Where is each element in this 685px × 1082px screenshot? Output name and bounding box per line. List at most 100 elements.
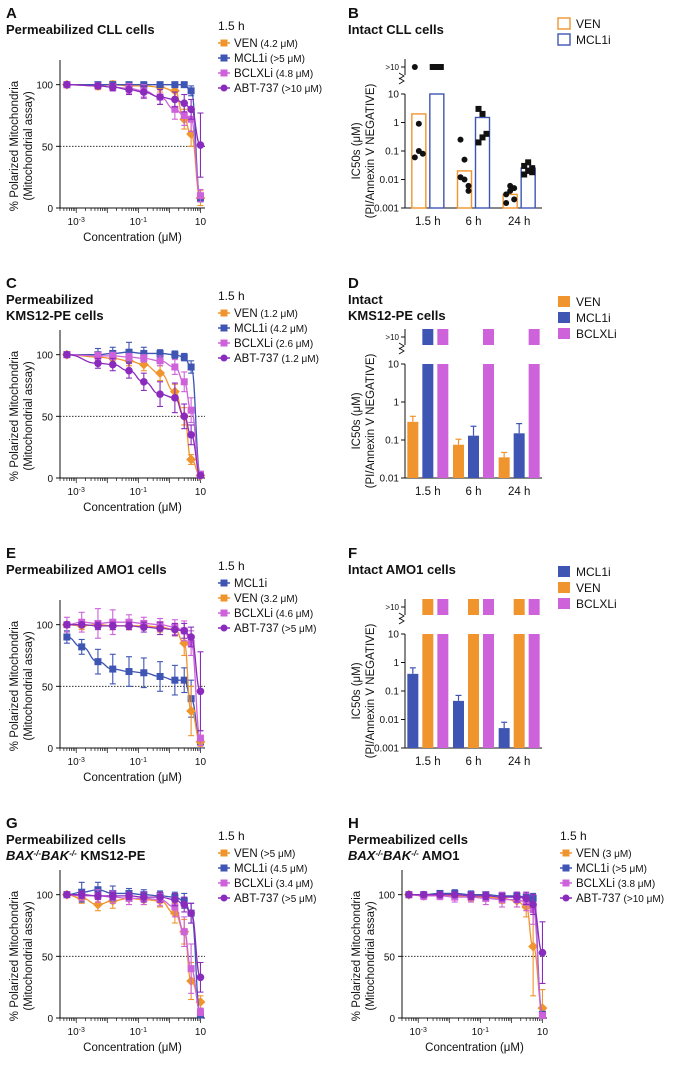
fit-curve-ven xyxy=(408,894,544,1009)
dot-ven xyxy=(457,136,464,143)
chart-title-line: Intact CLL cells xyxy=(348,22,444,37)
legend-ic50: (1.2 μM) xyxy=(279,354,319,365)
x-tick-base: 10 xyxy=(472,1027,484,1038)
data-point-abt737 xyxy=(156,93,164,101)
fit-curve-bclxli xyxy=(66,354,202,475)
data-point-abt737 xyxy=(94,82,102,90)
data-point-abt737 xyxy=(467,892,475,900)
chart-title-line: BAX-/-BAK-/- AMO1 xyxy=(348,848,459,863)
data-point-bclxli xyxy=(180,928,188,936)
dot-mcl1i xyxy=(525,159,532,166)
legend-series-name: BCLXLi xyxy=(234,608,273,620)
legend-marker xyxy=(220,84,228,92)
fit-curve-mcl1i xyxy=(66,636,202,743)
x-tick-base: 10 xyxy=(68,1027,80,1038)
series-bclxli xyxy=(405,891,546,1020)
dot-ven xyxy=(511,196,518,203)
data-point-abt737 xyxy=(140,88,148,96)
y-axis-label-line2: (PI/Annexin V NEGATIVE) xyxy=(365,624,377,759)
data-point-abt737 xyxy=(196,973,205,982)
legend-ic50: (3.2 μM) xyxy=(258,594,298,605)
legend-marker xyxy=(562,879,570,887)
bar-top-bclxli xyxy=(483,329,494,345)
y-tick-label: 0.1 xyxy=(385,687,399,698)
y-axis-label-line2: (Mitochondrial assay) xyxy=(23,901,35,1010)
data-point-abt737 xyxy=(187,431,195,439)
series-abt-737 xyxy=(63,350,205,480)
legend-label-mcl1i: MCL1i (4.5 μM) xyxy=(234,863,307,875)
data-point-mcl1i xyxy=(94,658,102,666)
bar-mcl1i xyxy=(468,435,479,478)
data-point-abt737 xyxy=(450,890,459,899)
y-tick-label: 50 xyxy=(42,412,54,423)
panel-letter: A xyxy=(6,5,17,22)
bar-top-bclxli xyxy=(437,599,449,615)
bar-top-ven xyxy=(468,599,479,615)
dot-mcl1i xyxy=(483,130,490,137)
x-tick-base: 10 xyxy=(68,757,80,768)
data-point-ven xyxy=(169,85,180,96)
y-tick-label: 0 xyxy=(47,744,53,755)
series-abt-737 xyxy=(63,80,205,178)
x-tick-exponent: -1 xyxy=(141,217,147,224)
chart-title-line: KMS12-PE cells xyxy=(348,308,446,323)
x-tick-base: 10 xyxy=(195,757,207,768)
legend-title: 1.5 h xyxy=(218,829,245,843)
y-tick-label: 0 xyxy=(47,204,53,215)
data-point-bclxli xyxy=(187,965,195,973)
legend-label-mcl1i: MCL1i (4.2 μM) xyxy=(234,323,307,335)
y-tick-label: 100 xyxy=(36,351,53,362)
legend-title: 1.5 h xyxy=(560,829,587,843)
data-point-ven xyxy=(155,368,166,379)
panel-D: D Intact KMS12-PE cells 10 1 0.1 0.01 >10 IC50s … xyxy=(342,270,685,540)
x-tick-label: 10 xyxy=(537,1027,549,1038)
bar-bclxli xyxy=(437,634,449,748)
y-axis-label-line1: IC50s (μM) xyxy=(351,662,363,719)
data-point-abt737 xyxy=(171,625,179,634)
x-tick-base: 10 xyxy=(195,487,207,498)
legend-label-mcl1i: MCL1i xyxy=(234,578,267,590)
data-point-abt737 xyxy=(63,620,71,629)
title-fragment: KMS12-PE xyxy=(77,848,146,863)
legend-series-name: MCL1i xyxy=(576,863,609,875)
y-tick-label: 50 xyxy=(384,952,396,963)
y-axis-label-line1: IC50s (μM) xyxy=(351,122,363,179)
x-tick-base: 10 xyxy=(195,1027,207,1038)
chart-title-line: BAX-/-BAK-/- KMS12-PE xyxy=(6,848,146,863)
series-mcl1i xyxy=(63,341,204,478)
legend-series-name: ABT-737 xyxy=(234,893,279,905)
x-tick-label: 10-1 xyxy=(472,1027,489,1039)
series-abt-737 xyxy=(63,890,205,993)
category-label: 24 h xyxy=(508,216,530,228)
legend-marker xyxy=(220,849,228,857)
x-tick-label: 10-1 xyxy=(130,1027,147,1039)
category-label: 1.5 h xyxy=(415,216,441,228)
panel-H: H Permeabilized cells BAX-/-BAK-/- AMO1 0 50… xyxy=(342,810,685,1077)
y-tick-label: 50 xyxy=(42,142,54,153)
axis-break xyxy=(398,342,405,355)
dot-ven xyxy=(465,182,472,189)
data-point-ven xyxy=(186,706,197,716)
bar-ven xyxy=(411,113,427,209)
data-point-abt737 xyxy=(187,105,195,114)
legend-label-mcl1i: MCL1i (>5 μM) xyxy=(576,863,647,875)
title-fragment: AMO1 xyxy=(419,848,460,863)
legend-marker xyxy=(220,354,228,362)
legend-series-name: VEN xyxy=(234,593,258,605)
legend-label-abt-737: ABT-737 (>5 μM) xyxy=(234,623,316,635)
legend-marker xyxy=(220,624,228,632)
chart-title-line: Permeabilized AMO1 cells xyxy=(6,562,167,577)
data-point-abt737 xyxy=(94,892,102,900)
bar-ven xyxy=(422,634,434,748)
fit-curve-mcl1i xyxy=(408,892,544,1015)
legend-swatch xyxy=(557,17,571,30)
x-tick-label: 10-1 xyxy=(130,757,147,769)
data-point-mcl1i xyxy=(156,672,164,680)
legend-label-abt-737: ABT-737 (>5 μM) xyxy=(234,893,316,905)
legend-ic50: (4.2 μM) xyxy=(267,324,307,335)
data-point-abt737 xyxy=(180,99,189,107)
fit-curve-abt-737 xyxy=(66,894,202,978)
legend-series-name: ABT-737 xyxy=(234,353,279,365)
